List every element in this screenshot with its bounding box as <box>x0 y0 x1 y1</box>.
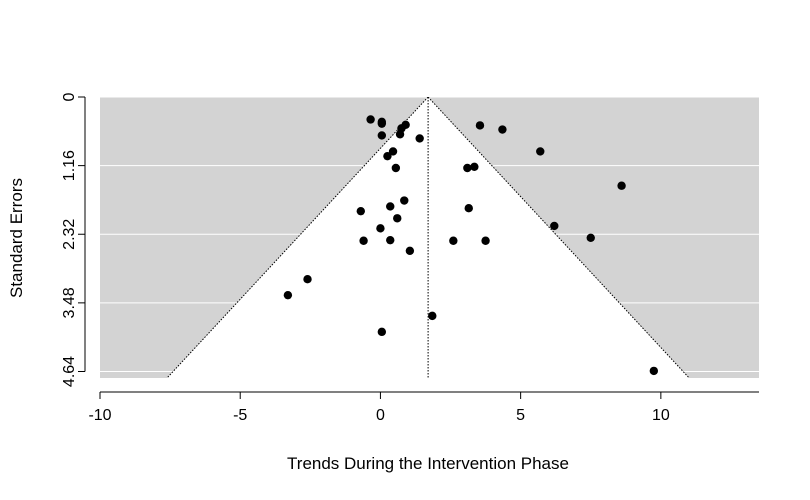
data-point-33 <box>377 327 387 337</box>
data-point-24 <box>359 236 368 245</box>
x-tick-label-4: 10 <box>652 407 670 424</box>
data-point-14 <box>463 163 472 173</box>
x-tick-label-2: 0 <box>376 407 385 424</box>
data-point-12 <box>536 147 545 156</box>
data-point-5 <box>395 130 405 139</box>
data-point-29 <box>405 246 415 256</box>
funnel-right-edge <box>427 97 690 378</box>
data-point-30 <box>303 275 312 284</box>
y-tick-label-4: 4.64 <box>61 356 78 387</box>
y-tick-label-1: 1.16 <box>61 150 78 181</box>
axes: -10 -5 0 5 10 0 1.16 2.32 3.48 4.64 <box>61 92 759 424</box>
y-tick-label-3: 3.48 <box>61 287 78 318</box>
data-point-0 <box>366 115 375 124</box>
data-point-18 <box>386 202 395 211</box>
data-point-34 <box>649 366 659 376</box>
data-point-16 <box>617 181 626 190</box>
data-point-26 <box>449 236 458 245</box>
data-point-20 <box>356 206 365 216</box>
data-point-19 <box>464 204 473 213</box>
y-tick-label-2: 2.32 <box>61 219 78 250</box>
data-point-8 <box>475 121 485 130</box>
data-point-10 <box>388 147 398 156</box>
data-point-2 <box>377 119 387 128</box>
data-point-23 <box>550 221 559 231</box>
data-point-21 <box>393 214 402 223</box>
data-point-15 <box>470 162 479 172</box>
x-tick-label-3: 5 <box>516 407 525 424</box>
data-point-13 <box>391 163 401 173</box>
data-point-22 <box>376 224 385 233</box>
plot-area <box>100 96 759 378</box>
x-tick-label-1: -5 <box>233 407 247 424</box>
y-axis-title: Standard Errors <box>7 178 26 298</box>
data-point-9 <box>498 125 507 134</box>
funnel-region <box>167 97 690 378</box>
data-point-32 <box>428 311 437 321</box>
y-tick-label-0: 0 <box>61 92 78 101</box>
data-point-17 <box>400 196 409 205</box>
x-tick-label-0: -10 <box>88 407 111 424</box>
data-point-7 <box>415 134 424 143</box>
funnel-left-edge <box>166 97 429 378</box>
x-axis-title: Trends During the Intervention Phase <box>287 454 569 473</box>
data-point-6 <box>377 131 387 140</box>
data-point-25 <box>386 235 395 245</box>
data-point-27 <box>481 236 490 245</box>
data-point-28 <box>586 233 595 242</box>
data-point-31 <box>283 290 293 300</box>
data-point-11 <box>383 151 392 161</box>
funnel-group <box>166 97 690 378</box>
